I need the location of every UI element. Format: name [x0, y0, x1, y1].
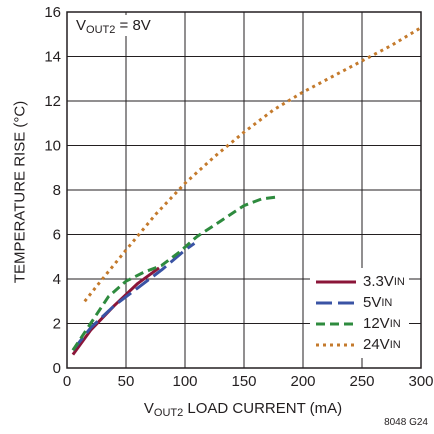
x-tick-label: 100	[172, 373, 197, 390]
plot-frame	[66, 11, 422, 369]
y-tick-label: 2	[53, 316, 61, 333]
y-tick-label: 6	[53, 227, 61, 244]
y-tick-label: 4	[53, 271, 61, 288]
series-line-0	[71, 266, 160, 356]
y-axis-label: TEMPERATURE RISE (°C)	[11, 100, 29, 284]
y-tick-label: 12	[44, 93, 61, 110]
series-line-1	[71, 242, 196, 352]
legend-item-24v: 24V IN	[314, 334, 405, 355]
y-tick-label: 10	[44, 138, 61, 155]
legend-swatch-3v3	[316, 280, 356, 283]
legend-item-5v: 5V IN	[314, 292, 405, 313]
x-tick-label: 50	[118, 373, 135, 390]
x-axis-label: VOUT2 LOAD CURRENT (mA)	[143, 400, 343, 419]
x-tick-label: 250	[349, 373, 374, 390]
series-line-2	[71, 195, 280, 352]
x-tick-label: 0	[63, 373, 71, 390]
series-line-3	[83, 26, 422, 303]
x-tick-label: 150	[231, 373, 256, 390]
y-tick-label: 14	[44, 49, 61, 66]
legend-swatch-24v	[316, 343, 356, 346]
legend-item-3v3: 3.3V IN	[314, 271, 405, 292]
y-tick-label: 0	[53, 360, 61, 377]
y-tick-label: 16	[44, 4, 61, 21]
legend: 3.3V IN 5V IN 12V IN 24V IN	[310, 268, 409, 358]
y-tick-label: 8	[53, 182, 61, 199]
x-tick-label: 300	[408, 373, 433, 390]
figure-id: 8048 G24	[384, 417, 428, 428]
legend-item-12v: 12V IN	[314, 313, 405, 334]
legend-swatch-5v	[316, 301, 356, 304]
x-tick-label: 200	[290, 373, 315, 390]
legend-swatch-12v	[316, 322, 356, 325]
condition-annotation: VOUT2 = 8V	[72, 15, 155, 36]
